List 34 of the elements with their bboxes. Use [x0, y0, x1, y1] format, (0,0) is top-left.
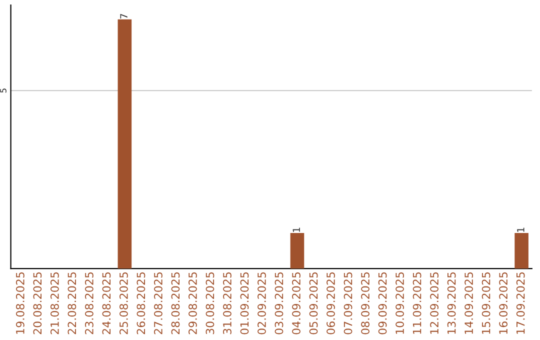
x-tick-label: 31.08.2025 — [223, 272, 232, 334]
x-tick-label: 09.09.2025 — [378, 272, 387, 334]
x-tick-label: 24.08.2025 — [102, 272, 111, 334]
x-tick-label: 01.09.2025 — [240, 272, 249, 334]
x-tick-label: 23.08.2025 — [84, 272, 94, 334]
y-tick-label: 5 — [0, 88, 6, 93]
x-tick-label: 16.09.2025 — [499, 272, 508, 334]
x-tick-label: 02.09.2025 — [258, 272, 266, 334]
x-tick-label: 30.08.2025 — [206, 272, 214, 334]
x-tick-label: 28.08.2025 — [171, 272, 180, 334]
x-tick-label: 22.08.2025 — [68, 272, 76, 334]
x-tick-label: 20.08.2025 — [33, 272, 42, 334]
x-tick-label: 26.08.2025 — [136, 272, 146, 334]
data-label: 1 — [292, 228, 300, 232]
x-tick-label: 19.08.2025 — [16, 272, 24, 334]
data-label: 1 — [517, 228, 524, 232]
x-tick-label: 13.09.2025 — [447, 272, 456, 334]
x-tick-label: 15.09.2025 — [482, 272, 490, 334]
x-tick-label: 12.09.2025 — [430, 272, 438, 334]
x-tick-label: 03.09.2025 — [274, 272, 284, 334]
x-tick-label: 27.08.2025 — [154, 272, 162, 334]
x-tick-label: 11.09.2025 — [412, 272, 422, 334]
x-tick-label: 05.09.2025 — [309, 272, 318, 334]
x-tick-label: 21.08.2025 — [50, 272, 59, 334]
x-tick-label: 04.09.2025 — [292, 272, 300, 334]
data-label: 7 — [120, 14, 128, 19]
x-tick-label: 06.09.2025 — [326, 272, 335, 334]
x-tick-label: 10.09.2025 — [396, 272, 404, 334]
x-tick-label: 17.09.2025 — [516, 272, 525, 334]
x-tick-label: 14.09.2025 — [464, 272, 474, 334]
x-tick-label: 08.09.2025 — [361, 272, 370, 334]
x-tick-label: 29.08.2025 — [188, 272, 197, 334]
x-tick-label: 07.09.2025 — [344, 272, 352, 334]
x-tick-label: 25.08.2025 — [120, 272, 128, 334]
